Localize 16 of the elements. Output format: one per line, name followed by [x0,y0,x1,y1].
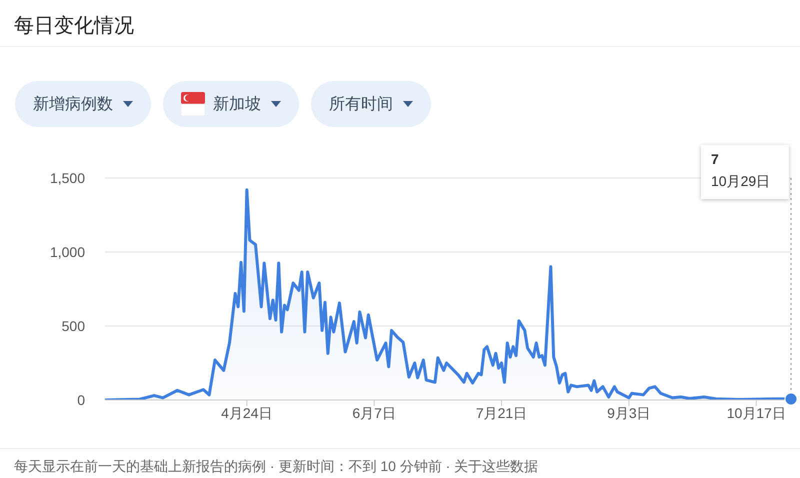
annotation: 10月29日 [711,173,772,191]
y-tick-label: 0 [77,392,86,408]
text: 所有时间 [329,94,393,114]
x-tick-label: 4月24日 [221,404,273,421]
text: 每天显示在前一天的基础上新报告的病例 · 更新时间：不到 10 分钟前 · 关于这些数据 [14,458,538,476]
text: 新加坡 [213,94,261,114]
text: 7 [711,151,720,167]
x-tick-label: 6月7日 [352,404,396,421]
y-tick-label: 500 [62,318,86,334]
x-tick-label: 9月3日 [607,404,651,421]
chart-title: 每日变化情况 [14,14,134,39]
x-tick-label: 10月17日 [726,404,786,421]
y-tick-label: 1,500 [50,170,86,186]
x-tick-label: 7月21日 [476,404,528,421]
text: 新增病例数 [33,94,113,114]
y-tick-label: 1,000 [50,244,86,260]
